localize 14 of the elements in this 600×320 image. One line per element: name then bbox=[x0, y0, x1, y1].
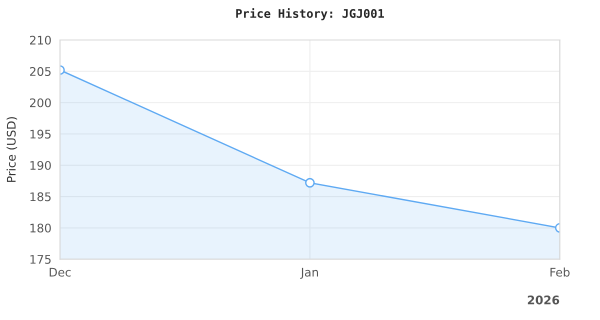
y-tick-label: 185 bbox=[30, 192, 51, 202]
text: 2026 bbox=[528, 296, 560, 304]
y-tick-label: 175 bbox=[30, 255, 51, 264]
chart-title: Price History: JGJ001 bbox=[236, 8, 384, 20]
y-tick-label: 205 bbox=[30, 67, 51, 76]
y-tick-label: 210 bbox=[30, 36, 51, 45]
x-tick-label: Feb bbox=[550, 268, 570, 277]
y-tick-label: 190 bbox=[30, 160, 51, 170]
x-tick-label: Jan bbox=[300, 268, 318, 279]
y-axis-title: Price (USD) bbox=[6, 117, 18, 182]
y-tick-label: 200 bbox=[30, 98, 51, 108]
y-tick-label: 195 bbox=[30, 130, 51, 139]
y-tick-label: 180 bbox=[30, 224, 51, 233]
x-tick-label: Dec bbox=[50, 268, 71, 277]
